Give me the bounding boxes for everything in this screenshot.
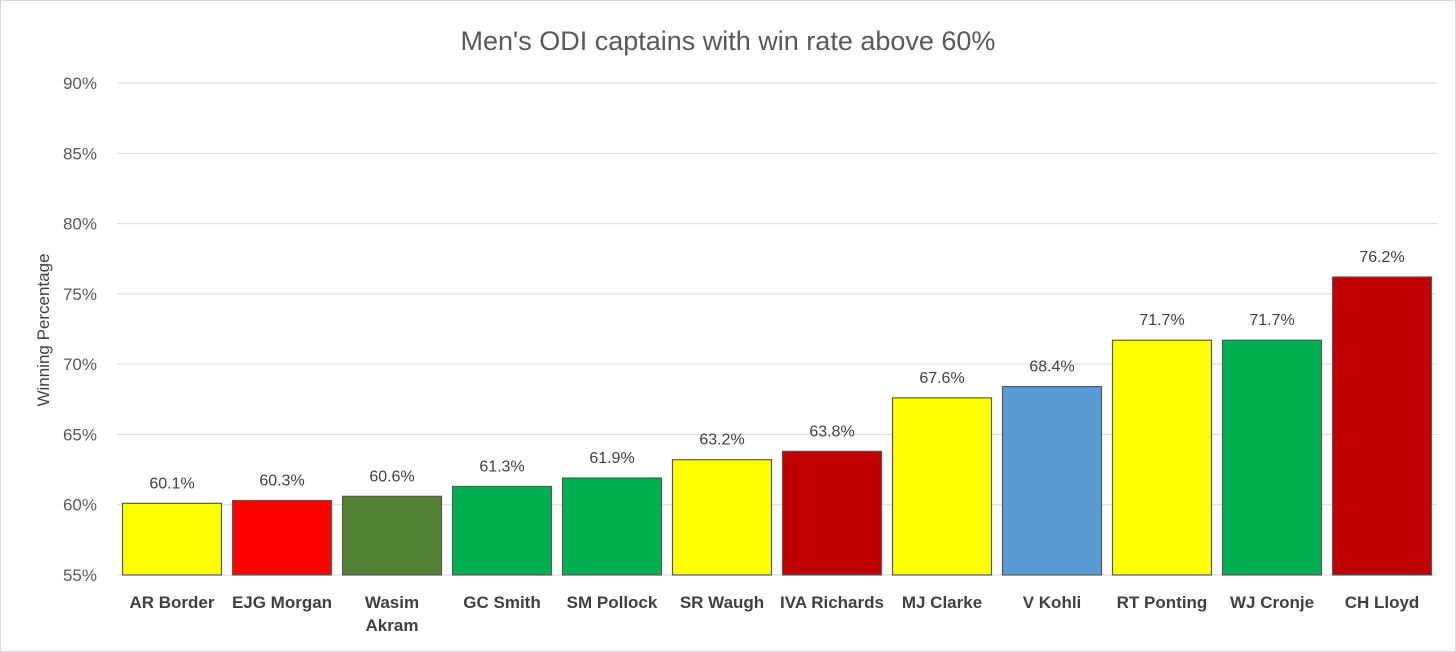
data-labels: 60.1% 60.3% 60.6% 61.3% 61.9% 63.2% 63.8% 67.6%…	[149, 249, 1404, 492]
bar	[121, 502, 223, 576]
data-label: 60.3%	[259, 472, 304, 489]
bar	[341, 495, 443, 576]
x-tick-label: CH Lloyd	[1345, 593, 1420, 612]
bar	[1111, 339, 1213, 576]
bar	[1221, 339, 1323, 576]
bar	[671, 459, 773, 576]
gridlines	[117, 82, 1437, 576]
data-label: 63.8%	[809, 423, 854, 440]
y-tick-label: 85%	[63, 144, 97, 163]
y-tick-label: 60%	[63, 496, 97, 515]
x-tick-label: RT Ponting	[1117, 593, 1208, 612]
x-tick-label: AR Border	[129, 593, 214, 612]
bar	[231, 499, 333, 576]
y-axis-ticks: 55% 60% 65% 70% 75% 80% 85% 90%	[63, 74, 97, 585]
x-tick-label: MJ Clarke	[902, 593, 982, 612]
bars	[121, 276, 1433, 576]
x-tick-label: WJ Cronje	[1230, 593, 1314, 612]
data-label: 71.7%	[1139, 312, 1184, 329]
data-label: 71.7%	[1249, 312, 1294, 329]
bar	[1001, 386, 1103, 576]
x-tick-label: V Kohli	[1023, 593, 1082, 612]
bar	[891, 397, 993, 576]
y-tick-label: 90%	[63, 74, 97, 93]
x-tick-label: GC Smith	[463, 593, 540, 612]
x-tick-label: SR Waugh	[680, 593, 764, 612]
y-tick-label: 75%	[63, 285, 97, 304]
y-tick-label: 70%	[63, 355, 97, 374]
chart-title: Men's ODI captains with win rate above 6…	[461, 26, 996, 56]
data-label: 63.2%	[699, 432, 744, 449]
x-tick-label: Wasim	[365, 593, 419, 612]
y-axis-label: Winning Percentage	[34, 253, 53, 406]
bar	[561, 477, 663, 576]
data-label: 60.1%	[149, 475, 194, 492]
data-label: 68.4%	[1029, 359, 1074, 376]
x-tick-label: IVA Richards	[780, 593, 884, 612]
data-label: 61.9%	[589, 450, 634, 467]
y-tick-label: 55%	[63, 566, 97, 585]
y-tick-label: 80%	[63, 215, 97, 234]
bar	[781, 450, 883, 576]
data-label: 61.3%	[479, 458, 524, 475]
x-tick-label: Akram	[366, 616, 419, 635]
x-tick-label: SM Pollock	[567, 593, 658, 612]
bar	[1331, 276, 1433, 576]
data-label: 76.2%	[1359, 249, 1404, 266]
data-label: 67.6%	[919, 370, 964, 387]
x-tick-label: EJG Morgan	[232, 593, 332, 612]
y-tick-label: 65%	[63, 425, 97, 444]
data-label: 60.6%	[369, 468, 414, 485]
bar	[451, 485, 553, 576]
x-axis-ticks: AR Border EJG Morgan Wasim Akram GC Smith SM …	[129, 593, 1419, 635]
